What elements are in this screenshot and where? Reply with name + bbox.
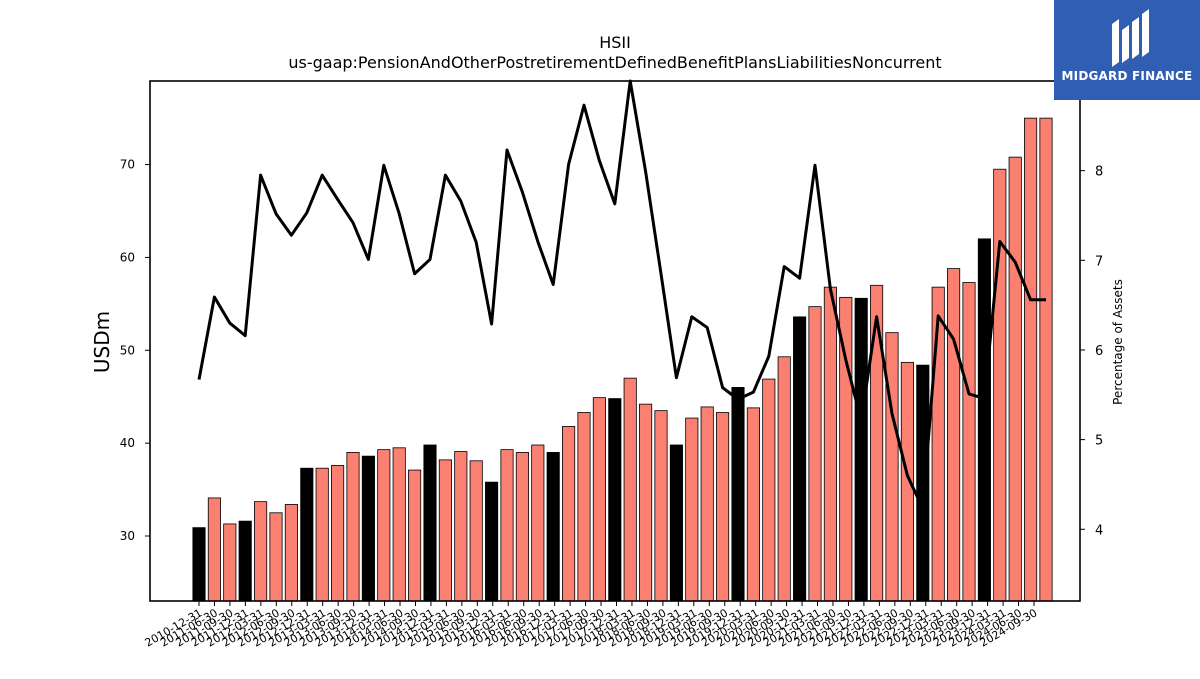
bar — [993, 168, 1007, 602]
y2-tick-label: 6 — [1095, 344, 1103, 359]
bar — [823, 286, 837, 602]
y2-tick-label: 4 — [1095, 523, 1103, 538]
bar — [669, 444, 683, 602]
bar — [392, 447, 406, 602]
midgard-logo-icon — [1112, 9, 1149, 67]
bar — [854, 297, 868, 602]
bar — [531, 444, 545, 602]
bar — [485, 481, 499, 602]
bar-series — [192, 117, 1053, 602]
bar — [238, 520, 252, 602]
bar — [207, 497, 221, 602]
y-tick-label: 30 — [120, 529, 135, 543]
bar — [454, 451, 468, 602]
plot-frame — [149, 80, 1081, 602]
bar — [700, 406, 714, 602]
bar — [315, 467, 329, 602]
bar — [762, 378, 776, 602]
y-tick-label: 60 — [120, 250, 135, 264]
bar — [716, 412, 730, 602]
bar — [977, 238, 991, 602]
bar — [546, 452, 560, 602]
bar — [777, 356, 791, 602]
bar — [685, 417, 699, 602]
y2-axis-label: Percentage of Assets — [1111, 279, 1125, 405]
bar — [500, 449, 514, 602]
bar — [469, 460, 483, 602]
bar — [284, 504, 298, 602]
bar — [1039, 117, 1053, 602]
bar — [947, 268, 961, 602]
chart-title: HSII — [599, 33, 631, 52]
percentage-of-assets-line — [197, 79, 1046, 511]
bar — [808, 306, 822, 602]
axes: 30405060704567892010-12-312011-06-302011… — [120, 75, 1104, 650]
bar — [192, 527, 206, 602]
brand-name: MIDGARD FINANCE — [1061, 69, 1193, 83]
bar — [639, 403, 653, 602]
brand-logo: MIDGARD FINANCE — [1054, 0, 1200, 100]
bar — [577, 412, 591, 602]
y-tick-label: 40 — [120, 436, 135, 450]
bar — [608, 398, 622, 602]
bar — [793, 316, 807, 602]
bar — [361, 455, 375, 602]
y-axis-label: USDm — [90, 311, 114, 373]
y2-tick-label: 8 — [1095, 165, 1103, 180]
y-tick-label: 70 — [120, 158, 135, 172]
bar — [300, 467, 314, 602]
bar — [1008, 156, 1022, 602]
bar — [885, 332, 899, 602]
bar — [254, 501, 268, 602]
y-tick-label: 50 — [120, 343, 135, 357]
bar — [423, 444, 437, 602]
y2-tick-label: 7 — [1095, 254, 1103, 269]
chart-subtitle: us-gaap:PensionAndOtherPostretirementDef… — [288, 53, 941, 72]
bar — [438, 459, 452, 602]
line-series — [197, 79, 1046, 511]
bar — [223, 523, 237, 602]
bar — [377, 449, 391, 602]
bar — [870, 284, 884, 602]
bar — [962, 282, 976, 602]
bar — [746, 407, 760, 602]
bar — [654, 410, 668, 602]
bar — [592, 397, 606, 602]
bar — [269, 512, 283, 602]
bar — [916, 364, 930, 602]
bar — [1024, 117, 1038, 602]
bar — [331, 465, 345, 602]
bar — [623, 377, 637, 602]
bar — [515, 452, 529, 602]
bar — [562, 426, 576, 602]
bar — [346, 452, 360, 602]
bar — [731, 387, 745, 602]
y2-tick-label: 5 — [1095, 434, 1103, 449]
bar — [408, 469, 422, 602]
